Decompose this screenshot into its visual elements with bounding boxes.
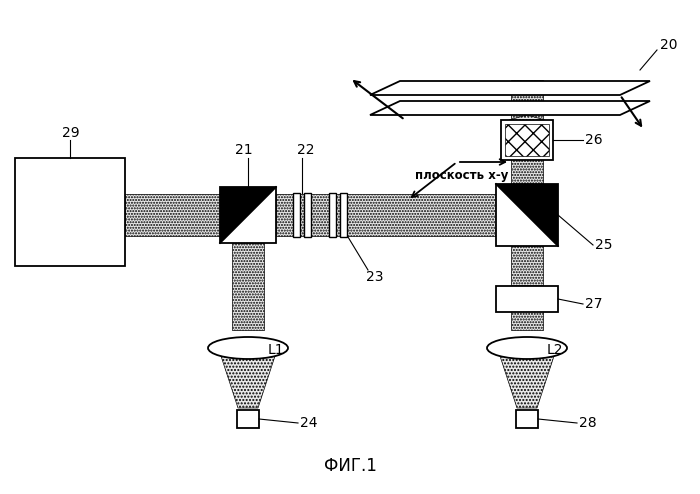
Bar — [501, 120, 553, 160]
Polygon shape — [511, 246, 543, 285]
Bar — [340, 193, 347, 237]
Text: 24: 24 — [300, 416, 318, 430]
Ellipse shape — [208, 337, 288, 359]
Bar — [329, 193, 336, 237]
Ellipse shape — [487, 337, 567, 359]
Text: 23: 23 — [366, 270, 384, 284]
Polygon shape — [511, 308, 543, 330]
Polygon shape — [370, 81, 650, 95]
Polygon shape — [509, 115, 545, 120]
Bar — [304, 193, 311, 237]
Bar — [496, 184, 558, 246]
Bar — [505, 124, 549, 156]
Bar — [293, 193, 300, 237]
Text: L2: L2 — [547, 343, 564, 357]
Polygon shape — [125, 194, 220, 236]
Polygon shape — [276, 194, 496, 236]
Bar — [496, 286, 558, 312]
Polygon shape — [499, 353, 555, 408]
Polygon shape — [496, 184, 558, 246]
Polygon shape — [220, 187, 276, 243]
Text: плоскость x-y: плоскость x-y — [415, 168, 508, 181]
Text: 21: 21 — [235, 143, 253, 157]
Bar — [220, 187, 276, 243]
Bar — [237, 410, 259, 428]
Text: 20: 20 — [660, 38, 678, 52]
Polygon shape — [220, 353, 276, 408]
Text: 27: 27 — [585, 297, 603, 311]
Text: 26: 26 — [585, 133, 603, 147]
Bar — [15, 158, 125, 266]
Text: 25: 25 — [595, 238, 612, 252]
Text: L1: L1 — [268, 343, 285, 357]
Polygon shape — [232, 243, 264, 330]
Text: 29: 29 — [62, 126, 80, 140]
Text: 22: 22 — [297, 143, 314, 157]
Text: ФИГ.1: ФИГ.1 — [323, 457, 377, 475]
Bar — [516, 410, 538, 428]
Text: 28: 28 — [579, 416, 596, 430]
Polygon shape — [370, 101, 650, 115]
Polygon shape — [511, 80, 543, 184]
